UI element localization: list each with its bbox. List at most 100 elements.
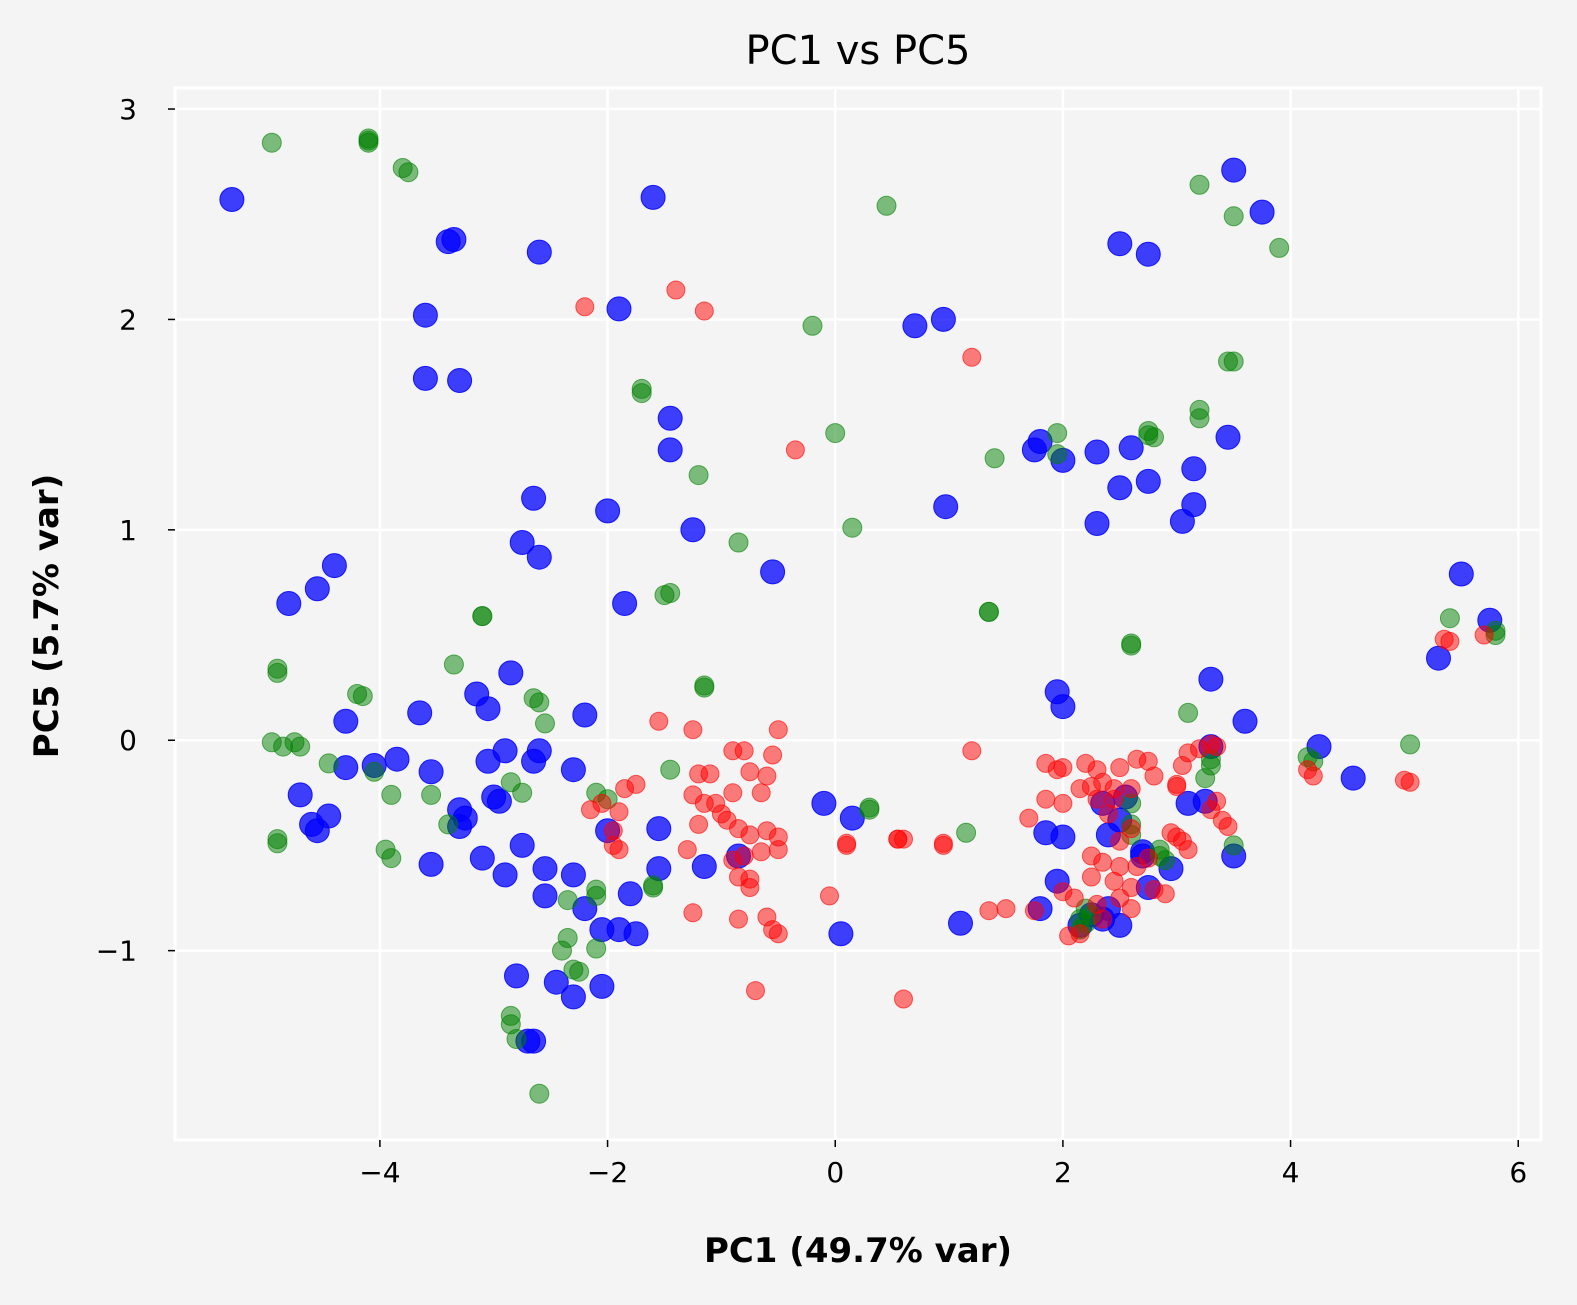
green-point — [586, 938, 607, 959]
red-point — [740, 762, 760, 782]
blue-point — [930, 306, 956, 332]
blue-point — [760, 559, 786, 585]
green-point — [438, 814, 459, 835]
red-point — [1155, 884, 1175, 904]
blue-point — [475, 748, 501, 774]
red-point — [649, 711, 669, 731]
blue-point — [486, 788, 512, 814]
green-point — [631, 383, 652, 404]
y-axis-label: PC5 (5.7% var) — [27, 474, 67, 758]
green-point — [1195, 768, 1216, 789]
blue-point — [828, 921, 854, 947]
red-point — [603, 835, 623, 855]
red-point — [723, 783, 743, 803]
x-tick-label: 4 — [1282, 1156, 1300, 1189]
red-point — [1167, 777, 1187, 796]
red-point — [837, 835, 857, 855]
y-tick-label: 2 — [119, 303, 137, 336]
blue-point — [617, 881, 643, 907]
green-point — [984, 448, 1005, 469]
green-point — [1223, 206, 1244, 227]
green-point — [267, 662, 288, 683]
green-point — [660, 759, 681, 780]
blue-point — [612, 591, 638, 616]
blue-point — [1107, 475, 1133, 501]
blue-point — [657, 437, 683, 463]
x-tick-label: −4 — [359, 1156, 400, 1189]
red-point — [894, 829, 913, 849]
blue-point — [1118, 435, 1144, 461]
red-point — [1218, 817, 1238, 836]
red-point — [1474, 625, 1494, 645]
green-point — [1178, 702, 1199, 723]
green-point — [1223, 351, 1244, 372]
green-point — [842, 517, 863, 538]
blue-point — [646, 816, 672, 842]
green-point — [352, 686, 373, 707]
blue-point — [412, 365, 438, 391]
blue-point — [384, 746, 410, 772]
green-point — [1155, 850, 1176, 871]
blue-point — [447, 368, 473, 393]
green-point — [381, 848, 402, 869]
y-axis-ticks: −1 0 1 2 3 — [96, 93, 175, 968]
gridlines — [175, 88, 1541, 1140]
red-point — [894, 989, 913, 1009]
green-point — [421, 784, 442, 805]
red-point — [740, 825, 760, 845]
red-point — [751, 842, 771, 862]
green-point — [728, 532, 749, 553]
green-point — [1189, 408, 1210, 429]
blue-point — [321, 553, 347, 579]
green-point — [1047, 444, 1068, 465]
blue-point — [509, 832, 535, 858]
red-point — [820, 886, 839, 906]
green-point — [535, 713, 555, 734]
green-point — [512, 782, 533, 803]
green-point — [1047, 423, 1068, 444]
x-tick-label: 2 — [1054, 1156, 1072, 1189]
blue-point — [640, 184, 666, 210]
red-point — [962, 347, 982, 367]
red-point — [1138, 848, 1158, 868]
y-tick-label: 0 — [119, 724, 137, 757]
y-tick-label: −1 — [96, 935, 137, 968]
red-point — [763, 745, 783, 765]
x-axis-ticks: −4 −2 0 2 4 6 — [359, 1140, 1527, 1189]
green-point — [1400, 734, 1421, 755]
blue-point — [595, 498, 621, 524]
red-point — [1144, 766, 1164, 786]
green-point — [261, 132, 282, 153]
red-point — [700, 764, 720, 784]
blue-point — [526, 239, 552, 265]
green-point — [529, 692, 550, 713]
red-point — [979, 901, 999, 921]
red-point — [740, 878, 760, 897]
green-point — [1121, 633, 1142, 654]
green-point — [1223, 835, 1244, 856]
red-point — [1440, 631, 1460, 651]
green-point — [472, 606, 493, 627]
blue-point — [333, 708, 359, 734]
blue-point — [1050, 694, 1076, 720]
red-point — [1081, 867, 1101, 887]
blue-point — [276, 591, 302, 616]
blue-point — [441, 227, 467, 252]
green-point — [859, 799, 880, 820]
red-point — [746, 981, 765, 1001]
red-point — [1121, 779, 1141, 799]
green-point — [552, 940, 572, 961]
red-point — [1053, 758, 1073, 778]
blue-point — [464, 681, 490, 707]
red-point — [933, 835, 953, 855]
red-point — [1093, 909, 1113, 929]
plot-area-frame — [173, 86, 1543, 1142]
red-point — [1110, 831, 1130, 851]
red-point — [785, 440, 805, 460]
red-point — [768, 840, 788, 860]
y-tick-label: 3 — [119, 93, 137, 126]
blue-point — [1084, 439, 1110, 465]
x-tick-label: 0 — [826, 1156, 844, 1189]
green-point — [290, 736, 311, 757]
